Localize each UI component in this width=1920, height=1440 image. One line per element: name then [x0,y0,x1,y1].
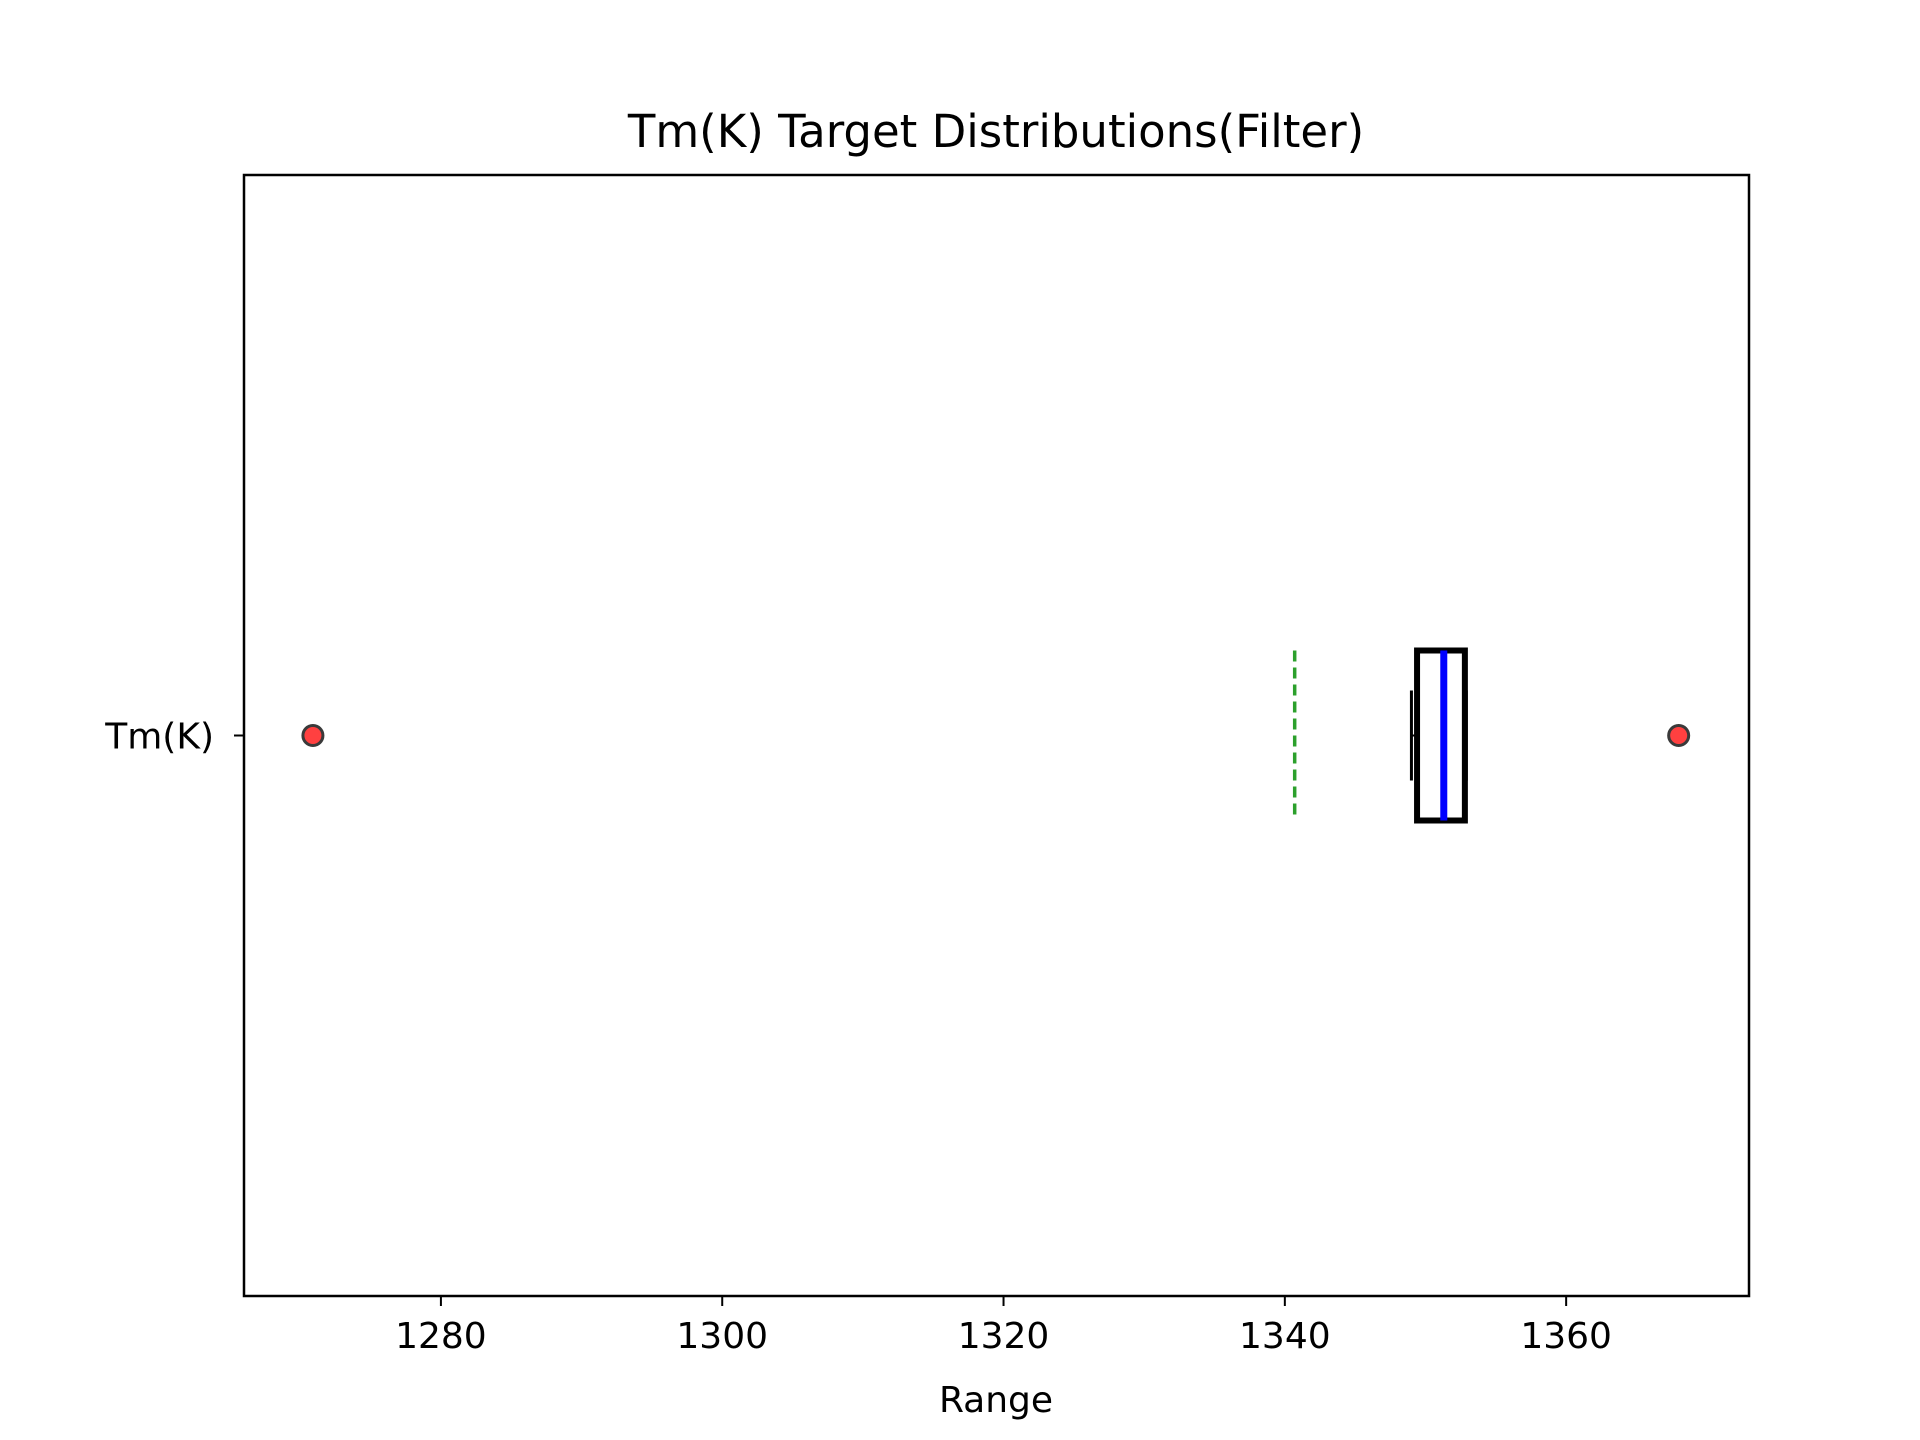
outlier-point [301,724,325,747]
x-tick-label: 1320 [958,1316,1050,1357]
outlier-point [1667,724,1691,747]
y-tick-label: Tm(K) [104,717,214,758]
chart-title: Tm(K) Target Distributions(Filter) [627,105,1364,158]
x-axis: 1280 1300 1320 1340 1360 [395,1296,1612,1357]
y-axis: Tm(K) [104,717,244,758]
plot-layer [301,647,1691,824]
x-tick-label: 1300 [676,1316,768,1357]
x-tick-label: 1340 [1239,1316,1331,1357]
x-tick-label: 1360 [1520,1316,1612,1357]
x-axis-label: Range [939,1380,1053,1421]
x-tick-label: 1280 [395,1316,487,1357]
